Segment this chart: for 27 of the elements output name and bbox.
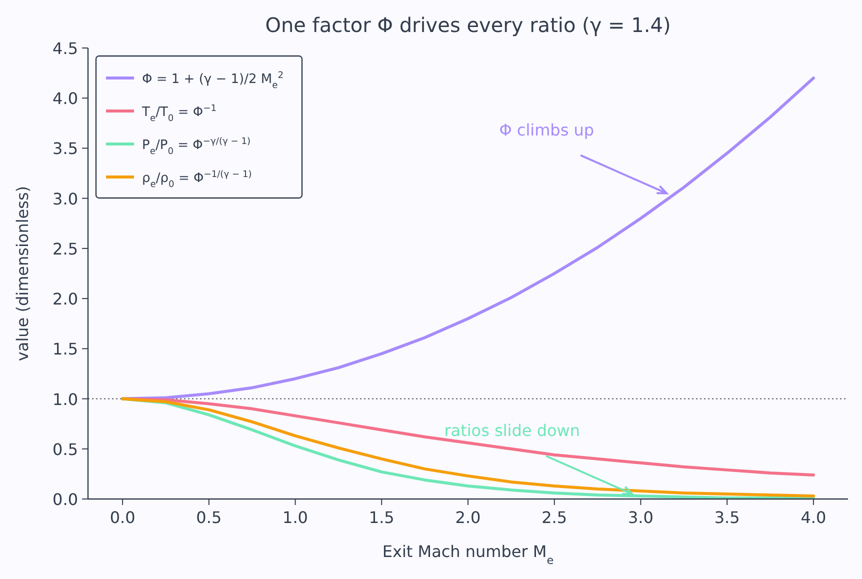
x-tick-label: 2.5 <box>542 508 568 527</box>
legend-label: ρ$_{e}$/ρ$_{0}$ = Φ$^{−1/(γ − 1)}$ <box>142 170 252 190</box>
y-tick-label: 4.5 <box>52 39 78 58</box>
x-tick-label: 1.5 <box>368 508 394 527</box>
x-tick-label: 0.0 <box>110 508 136 527</box>
annotation: ratios slide down <box>444 420 580 440</box>
y-tick-label: 0.0 <box>52 490 78 509</box>
y-tick-label: 1.0 <box>52 390 78 409</box>
legend-label: T$_{e}$/T$_{0}$ = Φ$^{−1}$ <box>141 104 216 124</box>
y-tick-label: 3.5 <box>52 139 78 158</box>
x-tick-label: 3.0 <box>628 508 654 527</box>
y-tick-label: 1.5 <box>52 340 78 359</box>
y-axis-title: value (dimensionless) <box>13 186 32 362</box>
x-tick-label: 4.0 <box>800 508 826 527</box>
y-tick-label: 3.0 <box>52 189 78 208</box>
y-tick-label: 2.5 <box>52 239 78 258</box>
y-tick-label: 2.0 <box>52 290 78 309</box>
x-tick-label: 2.0 <box>455 508 481 527</box>
x-tick-label: 3.5 <box>714 508 740 527</box>
y-tick-label: 4.0 <box>52 89 78 108</box>
chart-title: One factor Φ drives every ratio (γ = 1.4) <box>265 13 671 37</box>
annotation: Φ climbs up <box>499 120 594 140</box>
legend-label: P$_{e}$/P$_{0}$ = Φ$^{−γ/(γ − 1)}$ <box>142 137 251 157</box>
y-tick-label: 0.5 <box>52 440 78 459</box>
x-tick-label: 1.0 <box>282 508 308 527</box>
x-axis-title: Exit Mach number M$_{e}$ <box>382 542 554 566</box>
x-tick-label: 0.5 <box>196 508 222 527</box>
